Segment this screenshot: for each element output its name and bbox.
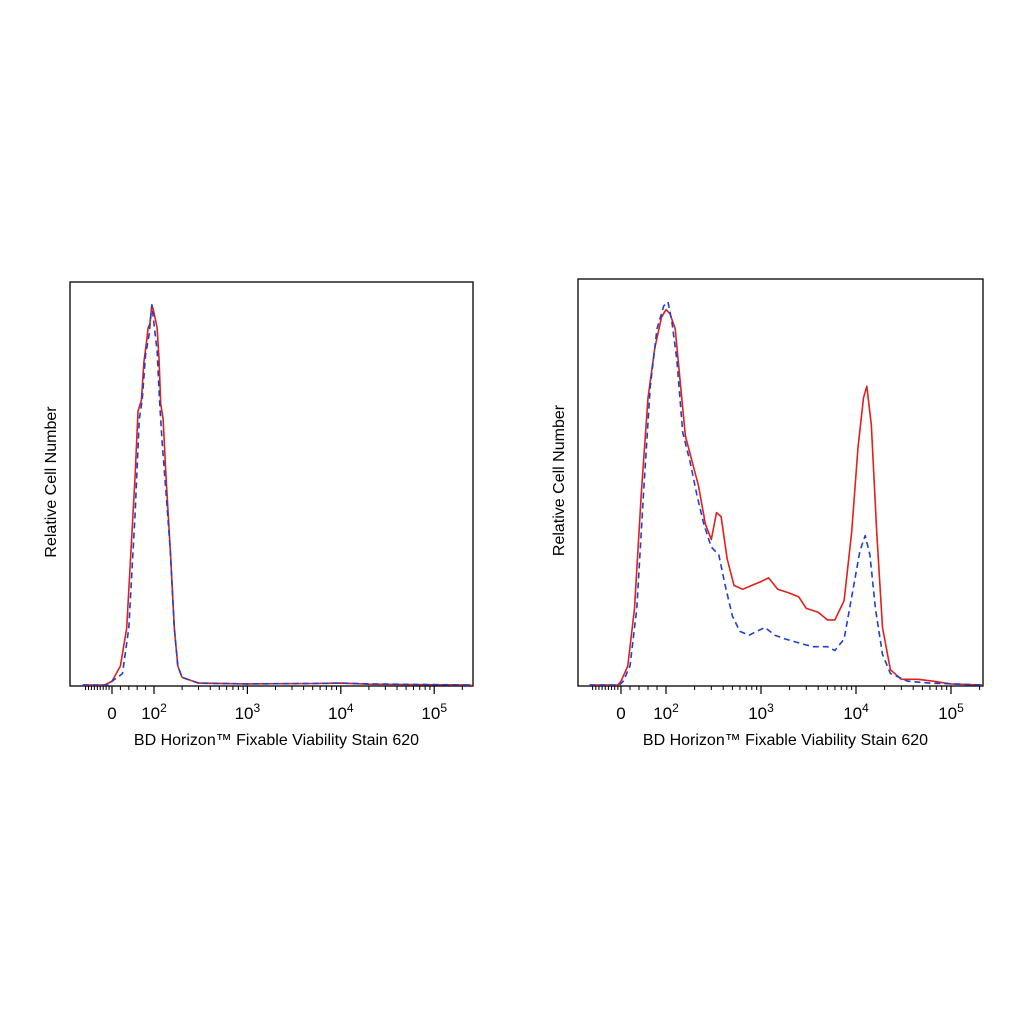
x-tick-label-base: 10 [938,704,957,723]
x-tick-label: 104 [843,701,869,723]
x-tick-label-base: 0 [616,704,625,723]
x-tick-label: 105 [421,701,447,723]
y-axis-label: Relative Cell Number [43,406,60,558]
x-tick-label-base: 10 [421,704,440,723]
x-tick-label-exponent: 5 [440,701,447,715]
x-tick-label-exponent: 3 [254,701,261,715]
x-tick-label: 103 [235,701,261,723]
x-axis-label: BD Horizon™ Fixable Viability Stain 620 [643,732,928,749]
x-tick-label-base: 10 [328,704,347,723]
x-tick-label: 105 [938,701,964,723]
x-tick-label-exponent: 2 [672,701,679,715]
x-tick-label: 104 [328,701,354,723]
x-tick-label-exponent: 3 [767,701,774,715]
x-tick-label-exponent: 4 [347,701,354,715]
y-axis-label: Relative Cell Number [551,404,568,556]
x-tick-label: 0 [616,704,625,723]
series-line-solid-red [589,308,983,686]
x-tick-label-base: 10 [235,704,254,723]
series-line-solid-red [82,304,472,686]
x-tick-label-base: 10 [653,704,672,723]
x-axis-label: BD Horizon™ Fixable Viability Stain 620 [134,732,419,749]
series-line-dashed-blue [589,301,983,686]
x-tick-label-base: 10 [843,704,862,723]
x-tick-label-base: 0 [107,704,116,723]
x-tick-label-exponent: 2 [160,701,167,715]
series-line-dashed-blue [82,304,472,686]
x-tick-label-base: 10 [748,704,767,723]
x-tick-label-exponent: 5 [957,701,964,715]
plot-frame [69,281,474,687]
x-tick-label: 103 [748,701,774,723]
x-tick-label: 102 [653,701,679,723]
x-tick-label-base: 10 [141,704,160,723]
x-tick-label-exponent: 4 [862,701,869,715]
x-tick-label: 102 [141,701,167,723]
plot-frame [577,278,984,687]
x-tick-label: 0 [107,704,116,723]
